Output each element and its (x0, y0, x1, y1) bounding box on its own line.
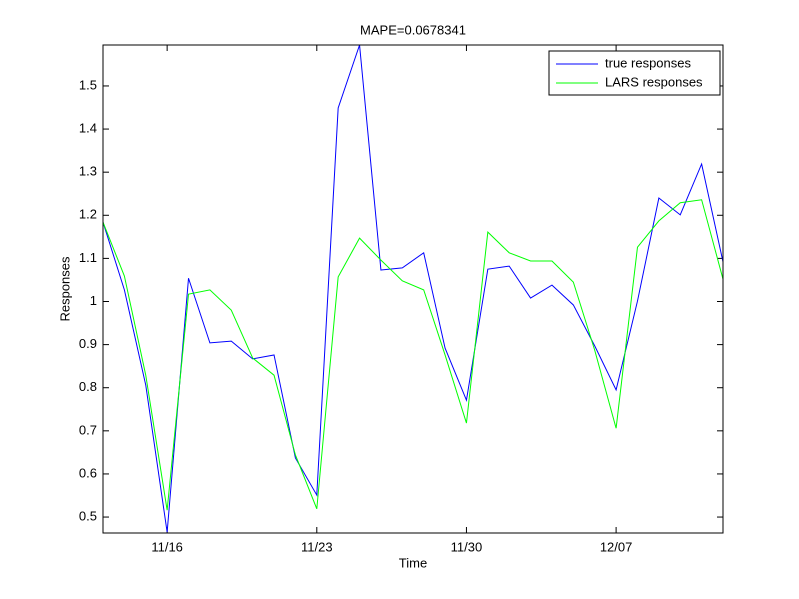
y-tick-label: 0.9 (79, 336, 97, 351)
y-tick-label: 0.7 (79, 422, 97, 437)
plot-border (102, 44, 724, 534)
data-line (102, 199, 724, 511)
y-tick-label: 1.4 (79, 121, 97, 136)
x-tick-label: 12/07 (600, 539, 633, 554)
y-tick-label: 1.2 (79, 207, 97, 222)
y-tick-label: 1.1 (79, 250, 97, 265)
y-tick-label: 1.5 (79, 77, 97, 92)
y-tick-label: 0.5 (79, 508, 97, 523)
y-tick-label: 1.3 (79, 164, 97, 179)
legend-label: LARS responses (605, 74, 703, 89)
x-tick-label: 11/16 (151, 539, 183, 554)
data-line (102, 44, 724, 533)
y-axis-label: Responses (57, 256, 72, 322)
chart-title: MAPE=0.0678341 (360, 22, 466, 37)
y-tick-label: 1 (90, 293, 97, 308)
x-tick-label: 11/30 (451, 539, 483, 554)
plot-area (103, 45, 723, 533)
x-tick-label: 11/23 (301, 539, 333, 554)
y-tick-label: 0.6 (79, 465, 97, 480)
y-tick-label: 0.8 (79, 379, 97, 394)
legend-label: true responses (605, 55, 691, 70)
legend-box (548, 50, 721, 96)
x-axis-label: Time (399, 555, 427, 570)
